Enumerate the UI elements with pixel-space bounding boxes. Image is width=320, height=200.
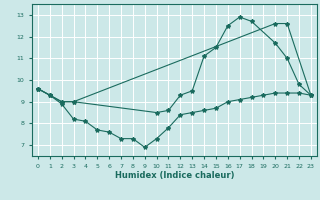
X-axis label: Humidex (Indice chaleur): Humidex (Indice chaleur) (115, 171, 234, 180)
